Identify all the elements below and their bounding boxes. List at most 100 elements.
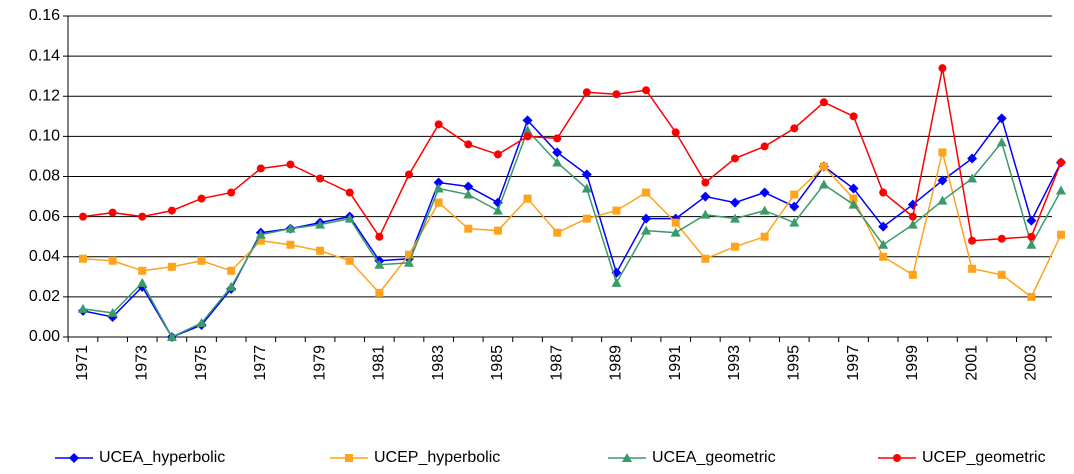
data-point	[879, 252, 888, 261]
x-tick-label: 1983	[430, 345, 447, 381]
data-point	[997, 234, 1006, 243]
data-point	[1057, 158, 1065, 167]
data-point	[968, 236, 977, 245]
data-point	[553, 134, 562, 143]
x-tick-label: 1997	[845, 345, 862, 381]
data-point	[968, 264, 977, 273]
y-tick-label: 0.12	[29, 87, 60, 104]
x-tick-label: 2003	[1023, 345, 1040, 381]
data-point	[849, 112, 858, 121]
data-point	[731, 154, 739, 163]
data-point	[937, 175, 948, 186]
data-point	[226, 281, 237, 291]
data-point	[611, 277, 622, 287]
data-point	[434, 120, 443, 129]
data-point	[670, 227, 681, 237]
data-point	[316, 174, 325, 183]
y-tick-label: 0.00	[29, 328, 60, 345]
y-tick-label: 0.10	[29, 128, 60, 145]
data-point	[997, 270, 1006, 279]
series-line	[82, 128, 1062, 338]
x-tick-label: 1991	[667, 345, 684, 381]
data-point	[642, 86, 651, 95]
data-point	[790, 190, 799, 199]
data-point	[285, 223, 296, 233]
data-point	[464, 140, 473, 149]
data-point	[789, 217, 800, 227]
data-point	[552, 147, 563, 158]
data-point	[760, 232, 769, 241]
data-point	[286, 240, 295, 249]
x-tick-label: 1993	[726, 345, 743, 381]
data-point	[256, 164, 265, 173]
data-point	[256, 236, 265, 245]
data-point	[879, 188, 888, 197]
y-tick-label: 0.06	[29, 208, 60, 225]
data-point	[523, 194, 532, 203]
data-point	[642, 188, 651, 197]
data-point	[967, 173, 978, 183]
data-point	[79, 254, 87, 263]
data-point	[79, 212, 87, 221]
data-point	[848, 183, 859, 194]
data-point	[819, 98, 828, 107]
data-point	[78, 303, 88, 313]
data-point	[790, 124, 799, 133]
y-tick-label: 0.08	[29, 168, 60, 185]
data-point	[938, 148, 947, 157]
data-point	[759, 205, 770, 215]
legend-marker	[893, 454, 901, 462]
data-point	[612, 90, 621, 99]
data-point	[671, 128, 680, 137]
x-tick-label: 1999	[904, 345, 921, 381]
data-point	[1057, 230, 1065, 239]
series-line	[82, 152, 1062, 299]
data-point	[1056, 185, 1066, 195]
data-point	[463, 189, 474, 199]
data-point	[908, 270, 917, 279]
data-point	[996, 137, 1007, 147]
data-point	[731, 242, 739, 251]
legend-marker	[622, 453, 632, 462]
x-tick-label: 1995	[785, 345, 802, 381]
y-tick-label: 0.02	[29, 288, 60, 305]
data-point	[848, 199, 859, 209]
x-tick-label: 1973	[133, 345, 150, 381]
data-point	[374, 259, 385, 269]
data-point	[967, 153, 978, 164]
data-point	[641, 225, 652, 235]
data-point	[612, 206, 621, 215]
data-point	[492, 205, 503, 215]
data-point	[671, 218, 680, 227]
legend-marker	[69, 453, 79, 463]
x-tick-label: 1989	[608, 345, 625, 381]
data-point	[701, 254, 710, 263]
data-point	[1026, 215, 1037, 226]
data-point	[730, 213, 740, 223]
data-point	[493, 150, 502, 159]
data-point	[108, 256, 117, 265]
data-point	[1027, 232, 1036, 241]
data-point	[522, 125, 533, 135]
data-point	[581, 169, 592, 180]
x-tick-label: 1975	[193, 345, 210, 381]
data-point	[433, 183, 444, 193]
data-point	[700, 191, 711, 202]
data-point	[167, 206, 176, 215]
data-point	[107, 307, 118, 317]
data-point	[700, 209, 711, 219]
data-point	[553, 228, 562, 237]
data-point	[701, 178, 710, 187]
data-point	[760, 142, 769, 151]
x-tick-label: 1971	[74, 345, 91, 381]
x-tick-label: 1981	[371, 345, 388, 381]
y-tick-label: 0.04	[29, 248, 60, 265]
data-point	[522, 115, 533, 126]
data-point	[138, 212, 147, 221]
data-point	[523, 132, 532, 141]
data-point	[996, 113, 1007, 124]
data-point	[789, 201, 800, 212]
x-tick-label: 1987	[548, 345, 565, 381]
y-tick-label: 0.14	[29, 47, 60, 64]
